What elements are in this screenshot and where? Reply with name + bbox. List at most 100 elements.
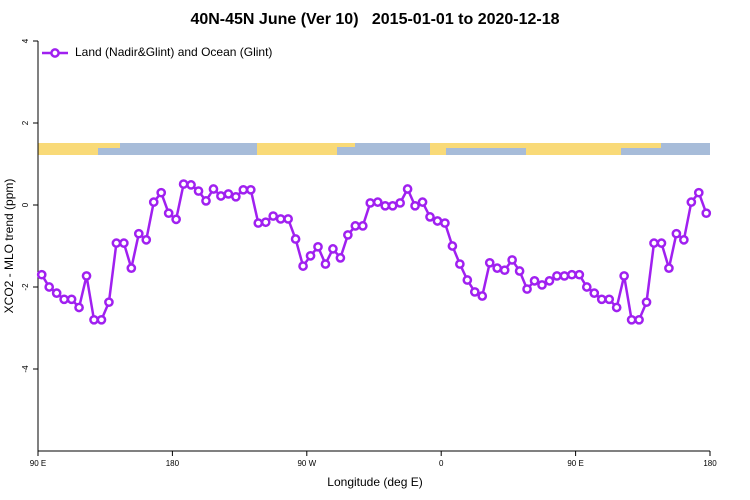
data-point	[208, 184, 219, 194]
data-point	[552, 271, 562, 281]
data-point	[686, 197, 697, 207]
data-point	[238, 184, 249, 195]
x-axis-title: Longitude (deg E)	[327, 475, 422, 489]
y-tick-label: 0	[21, 202, 30, 207]
data-point	[133, 228, 144, 239]
data-point	[59, 294, 69, 305]
data-point	[641, 297, 652, 308]
data-point	[193, 186, 204, 196]
data-point	[163, 208, 174, 219]
data-point	[328, 244, 338, 254]
data-point	[634, 314, 644, 325]
data-point	[268, 211, 279, 221]
data-point	[245, 184, 256, 195]
data-point	[380, 200, 391, 211]
data-point	[372, 197, 383, 207]
data-point	[178, 179, 189, 189]
data-point	[693, 187, 704, 198]
data-point	[216, 191, 226, 201]
legend-label: Land (Nadir&Glint) and Ocean (Glint)	[75, 45, 272, 59]
data-point	[701, 208, 712, 219]
data-point	[320, 259, 331, 269]
data-point	[514, 266, 525, 276]
x-tick-label: 90 E	[567, 459, 583, 468]
data-point	[649, 238, 659, 248]
data-point	[604, 294, 615, 305]
data-point	[447, 241, 458, 251]
land-ocean-strip	[38, 143, 710, 155]
x-tick-label: 180	[703, 459, 717, 468]
data-point	[395, 198, 405, 208]
data-point	[679, 235, 689, 245]
data-point	[335, 253, 346, 263]
data-point	[89, 314, 99, 325]
data-point	[507, 255, 517, 265]
data-point	[559, 271, 570, 281]
data-point	[484, 257, 495, 268]
data-point	[656, 238, 667, 248]
data-point	[156, 187, 167, 198]
x-tick-label: 0	[439, 459, 444, 468]
data-point	[537, 280, 547, 290]
data-point	[186, 180, 196, 190]
data-point	[357, 221, 368, 231]
data-point	[253, 218, 264, 228]
data-point	[305, 250, 316, 261]
data-point	[402, 184, 413, 194]
data-point	[499, 265, 510, 276]
data-point	[231, 191, 241, 202]
data-point	[410, 200, 420, 211]
data-point	[417, 197, 428, 207]
data-point	[574, 269, 585, 280]
data-point	[529, 276, 540, 286]
data-point	[350, 221, 361, 231]
legend-marker	[50, 48, 60, 58]
data-point	[51, 288, 62, 298]
data-point	[589, 288, 600, 298]
data-point	[544, 276, 555, 286]
data-point	[343, 230, 353, 240]
y-axis-title: XCO2 - MLO trend (ppm)	[2, 179, 16, 314]
y-tick-label: 2	[21, 120, 30, 125]
data-point	[432, 216, 443, 226]
data-point	[96, 314, 107, 325]
data-point	[141, 235, 152, 245]
data-point	[119, 238, 129, 248]
data-point	[567, 269, 577, 280]
data-point	[313, 241, 323, 252]
legend-item: Land (Nadir&Glint) and Ocean (Glint)	[42, 45, 272, 59]
data-point	[36, 269, 47, 280]
data-point	[581, 282, 592, 292]
data-point	[275, 214, 286, 224]
data-point	[283, 214, 293, 224]
data-point	[44, 282, 55, 292]
data-point	[290, 234, 301, 244]
y-tick-label: 4	[21, 38, 30, 43]
y-tick-label: -4	[21, 365, 30, 373]
data-point	[298, 261, 308, 271]
x-tick-label: 180	[166, 459, 180, 468]
data-point	[611, 302, 622, 313]
data-point	[365, 198, 376, 208]
data-point	[81, 271, 92, 281]
data-point	[66, 294, 77, 305]
data-point	[104, 297, 114, 308]
data-point	[492, 263, 503, 273]
x-tick-label: 90 W	[297, 459, 316, 468]
data-point	[171, 214, 181, 225]
x-tick-label: 90 E	[30, 459, 46, 468]
data-point	[425, 212, 435, 222]
data-point	[596, 294, 607, 305]
data-point	[455, 259, 465, 269]
data-point	[111, 238, 122, 248]
data-point	[462, 275, 473, 285]
data-point	[201, 196, 211, 206]
data-point	[626, 314, 637, 325]
data-point	[522, 284, 532, 294]
data-point	[477, 291, 488, 301]
data-point	[671, 228, 682, 239]
chart-title: 40N-45N June (Ver 10) 2015-01-01 to 2020…	[190, 11, 559, 28]
data-point	[126, 263, 137, 273]
data-point	[260, 217, 271, 228]
data-point	[387, 200, 398, 211]
